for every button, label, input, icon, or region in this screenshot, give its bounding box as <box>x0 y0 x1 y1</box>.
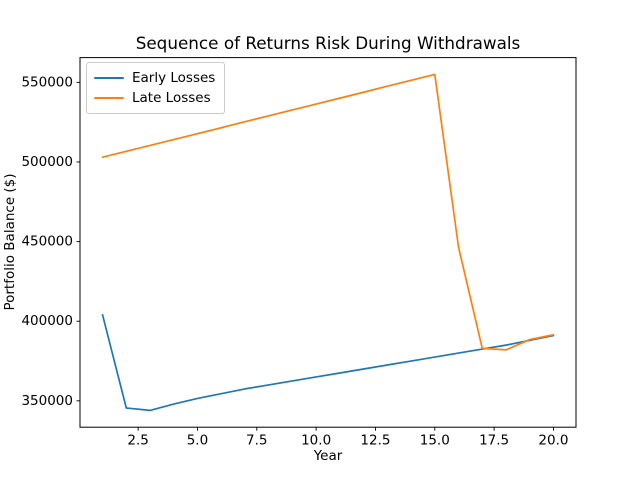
y-tick-label: 350000 <box>21 393 73 409</box>
legend-label-early-losses: Early Losses <box>132 70 216 86</box>
series-line-early-losses <box>101 314 555 412</box>
x-tick-label: 12.5 <box>360 433 390 449</box>
x-tick-label: 15.0 <box>420 433 450 449</box>
legend-item-late-losses: Late Losses <box>94 88 215 108</box>
axes-frame <box>79 57 577 428</box>
legend-item-early-losses: Early Losses <box>94 68 215 88</box>
x-tick-label: 5.0 <box>187 433 208 449</box>
x-tick-label: 7.5 <box>246 433 267 449</box>
series-line-late-losses <box>101 73 555 351</box>
x-axis-label: Year <box>313 448 343 464</box>
y-tick-label: 450000 <box>21 234 73 250</box>
y-tick-label: 500000 <box>21 154 73 170</box>
x-tick-label: 17.5 <box>479 433 509 449</box>
y-tick-label: 550000 <box>21 74 73 90</box>
legend-line-late-losses-icon <box>94 96 124 100</box>
x-tick-label: 10.0 <box>301 433 331 449</box>
legend-label-late-losses: Late Losses <box>132 90 211 106</box>
x-tick-label: 20.0 <box>538 433 568 449</box>
x-tick-label: 2.5 <box>127 433 148 449</box>
y-tick-label: 400000 <box>21 313 73 329</box>
chart-title: Sequence of Returns Risk During Withdraw… <box>135 33 521 53</box>
legend: Early Losses Late Losses <box>86 62 226 114</box>
legend-line-early-losses-icon <box>94 76 124 80</box>
